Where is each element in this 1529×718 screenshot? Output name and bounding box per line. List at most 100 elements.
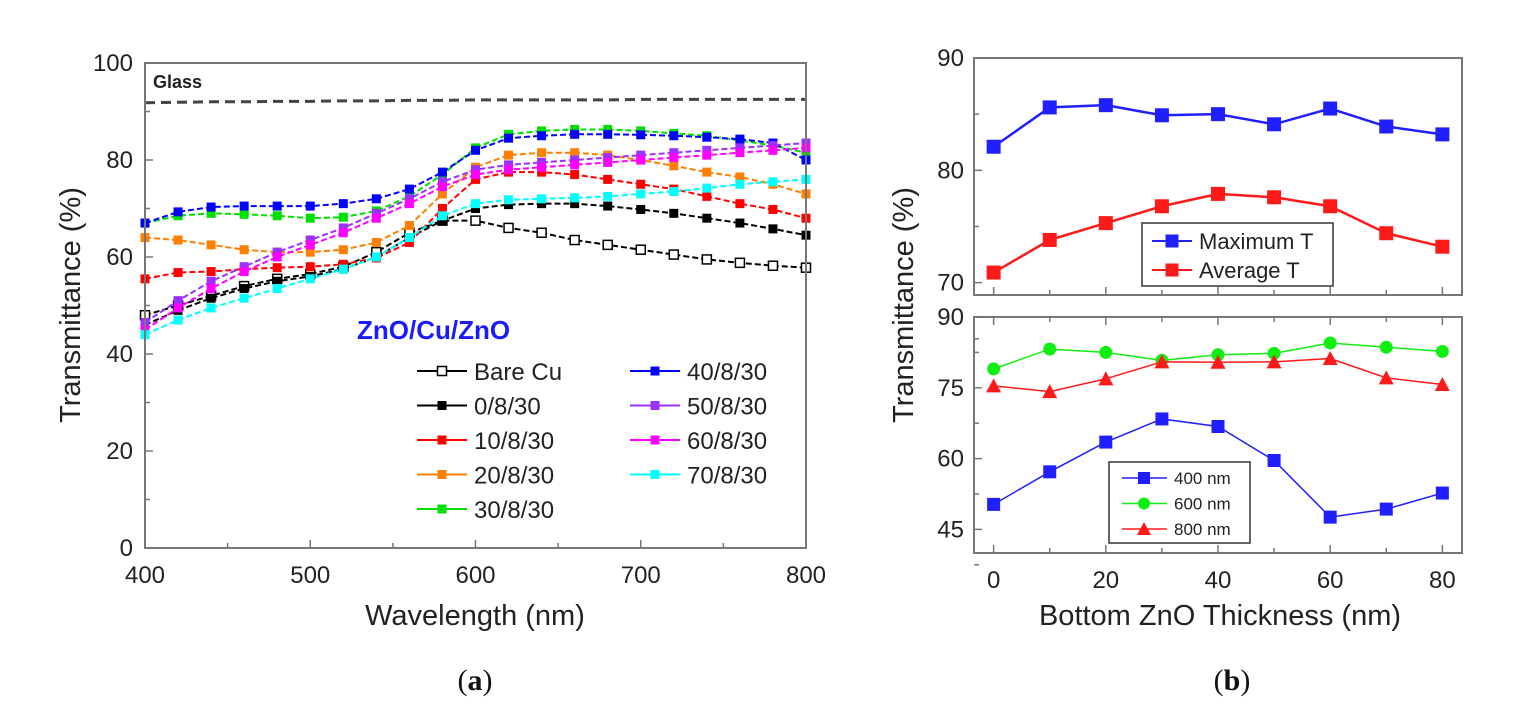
data-point (338, 223, 348, 233)
data-point (701, 254, 713, 265)
legend-label: 50/8/30 (687, 394, 767, 421)
legend-label: 600 nm (1174, 495, 1231, 514)
x-tick-label-a: 400 (125, 562, 165, 589)
legend-marker (436, 365, 448, 377)
data-point (305, 240, 315, 250)
data-point (669, 148, 679, 158)
data-point (636, 150, 646, 160)
y-tick-label-b: 70 (937, 270, 964, 297)
panel-a: 400 500 600 700 800 0 20 40 60 80 100 Glass ZnO/Cu… (55, 50, 826, 697)
data-point (768, 224, 778, 234)
data-point (702, 132, 712, 142)
data-point (603, 157, 613, 167)
series-800-nm (986, 351, 1450, 399)
legend-label: Bare Cu (474, 359, 562, 386)
series-400-nm (987, 412, 1449, 524)
data-point (702, 213, 712, 223)
data-point (338, 212, 348, 222)
data-point (669, 131, 679, 141)
y-tick-label-b: 90 (937, 45, 964, 72)
data-point (272, 252, 282, 262)
legend-marker (650, 401, 660, 410)
data-point (437, 182, 447, 192)
data-point (1322, 351, 1338, 366)
data-point (603, 153, 613, 163)
data-point (537, 167, 547, 177)
data-point (1379, 340, 1393, 354)
data-point (404, 233, 414, 243)
data-point (1378, 370, 1394, 385)
data-point (669, 208, 679, 218)
data-point (1099, 435, 1113, 449)
legend-title: ZnO/Cu/ZnO (357, 315, 510, 345)
y-axis-label-b: Transmittance (%) (888, 187, 920, 423)
data-point (239, 267, 249, 277)
data-point (1042, 232, 1057, 247)
data-point (768, 177, 778, 187)
glass-annotation: Glass (153, 72, 202, 92)
data-point (206, 240, 216, 250)
data-point (570, 124, 580, 134)
y-tick-label-b: 75 (937, 375, 964, 402)
data-point (1323, 510, 1337, 524)
y-tick-label-a: 40 (106, 341, 133, 368)
legend-label: Maximum T (1199, 229, 1314, 254)
data-point (1099, 345, 1113, 359)
data-point (1098, 216, 1113, 231)
data-point (173, 268, 183, 278)
data-point (404, 220, 414, 230)
data-point (735, 218, 745, 228)
data-point (1098, 98, 1113, 113)
data-point (1323, 336, 1337, 350)
x-tick-label-b: 0 (987, 567, 1000, 594)
data-point (338, 199, 348, 209)
data-point (570, 193, 580, 203)
data-point (636, 204, 646, 214)
data-point (206, 293, 216, 303)
legend-marker (437, 504, 447, 514)
data-point (206, 303, 216, 313)
data-point (1379, 119, 1394, 134)
data-point (767, 260, 779, 271)
legend-label: Average T (1199, 258, 1300, 283)
data-point (1267, 346, 1281, 360)
data-point (1266, 354, 1282, 369)
data-point (305, 201, 315, 211)
data-point (206, 284, 216, 294)
data-point (537, 199, 547, 209)
data-point (173, 315, 183, 325)
data-point (470, 215, 481, 226)
legend-label: 800 nm (1174, 520, 1231, 539)
data-point (504, 150, 514, 160)
data-point (1042, 384, 1058, 399)
data-point (569, 234, 580, 246)
legend-label: 400 nm (1174, 469, 1231, 488)
data-point (603, 129, 613, 139)
data-point (1435, 127, 1450, 142)
data-point (437, 167, 447, 177)
data-point (603, 201, 613, 211)
data-point (371, 213, 381, 223)
data-point (504, 165, 514, 175)
data-point (404, 237, 414, 247)
data-point (338, 264, 348, 274)
x-axis-label-a: Wavelength (nm) (365, 600, 585, 632)
data-point (1154, 108, 1169, 123)
panel-caption-b: (b) (1214, 664, 1251, 697)
data-point (735, 143, 745, 153)
y-axis-label-a: Transmittance (%) (55, 187, 87, 423)
legend-top: Maximum T Average T (1141, 222, 1334, 287)
data-point (537, 126, 547, 136)
legend-label: 30/8/30 (474, 497, 554, 524)
data-point (371, 208, 381, 218)
data-point (437, 189, 447, 199)
data-point (471, 174, 480, 184)
x-tick-label-b: 20 (1092, 567, 1119, 594)
legend-marker (1165, 234, 1179, 248)
data-point (1154, 199, 1169, 214)
series-maximum-t (986, 98, 1450, 154)
data-point (338, 259, 348, 269)
data-point (603, 191, 613, 201)
data-point (371, 252, 381, 262)
y-tick-label-a: 100 (93, 50, 133, 77)
